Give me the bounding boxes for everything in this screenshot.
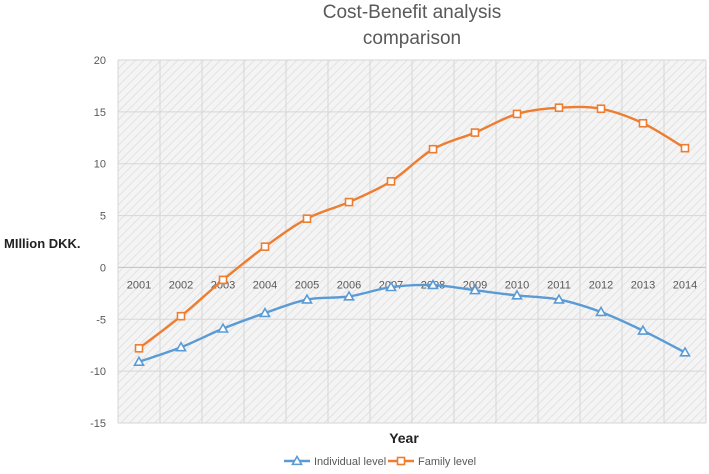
- data-point: [595, 305, 607, 317]
- y-tick-label: 0: [100, 262, 106, 274]
- x-tick-label: 2012: [589, 279, 613, 291]
- x-tick-label: 2001: [127, 279, 151, 291]
- data-point: [259, 306, 271, 318]
- y-tick-label: -15: [90, 418, 106, 430]
- data-point: [511, 289, 523, 300]
- series-line: [138, 283, 686, 363]
- y-tick-label: 10: [94, 159, 106, 171]
- data-point: [427, 278, 439, 290]
- data-point: [291, 454, 303, 466]
- x-tick-label: 2006: [337, 279, 361, 291]
- y-tick-label: 15: [94, 107, 106, 119]
- legend-label: Family level: [418, 456, 476, 468]
- series-family-level: [134, 103, 690, 353]
- data-point: [512, 109, 522, 119]
- data-point: [302, 214, 312, 223]
- data-point: [217, 322, 229, 333]
- data-point: [386, 177, 396, 186]
- data-point: [469, 284, 481, 295]
- x-tick-label: 2005: [295, 279, 319, 291]
- x-tick-label: 2003: [211, 279, 235, 291]
- data-point: [176, 311, 186, 321]
- data-point: [344, 197, 354, 207]
- series-individual-level: [133, 278, 691, 366]
- y-axis-ticks: 20 15 10 5 0 -5 -10 -15: [90, 55, 106, 430]
- data-point: [638, 118, 648, 128]
- data-point: [396, 456, 406, 466]
- x-tick-label: 2004: [253, 279, 277, 291]
- x-tick-label: 2002: [169, 279, 193, 291]
- data-point: [260, 242, 270, 251]
- x-tick-label: 2014: [673, 279, 697, 291]
- legend: Individual level Family level: [284, 454, 476, 468]
- data-point: [680, 143, 690, 153]
- data-point: [596, 104, 606, 114]
- gridlines: [117, 59, 707, 424]
- legend-label: Individual level: [314, 456, 386, 468]
- chart-title-line-1: Cost-Benefit analysis: [323, 2, 501, 23]
- data-point: [637, 324, 649, 335]
- series-layer: [133, 103, 691, 366]
- data-point: [679, 346, 691, 357]
- data-point: [553, 293, 565, 304]
- y-axis-label: MIllion DKK.: [4, 236, 81, 251]
- data-point: [428, 144, 438, 154]
- data-point: [470, 128, 480, 137]
- x-tick-label: 2013: [631, 279, 655, 291]
- data-point: [134, 344, 144, 353]
- data-point: [343, 290, 355, 301]
- y-tick-label: -10: [90, 366, 106, 378]
- y-tick-label: -5: [96, 314, 106, 326]
- chart-title-line-2: comparison: [363, 28, 461, 49]
- x-tick-label: 2011: [547, 279, 571, 291]
- x-tick-label: 2010: [505, 279, 529, 291]
- y-tick-label: 5: [100, 211, 106, 223]
- legend-item: Individual level: [284, 454, 386, 468]
- data-point: [554, 103, 564, 113]
- data-point: [133, 355, 145, 366]
- data-point: [301, 293, 313, 304]
- data-point: [175, 341, 187, 352]
- x-axis-label: Year: [389, 430, 419, 446]
- legend-item: Family level: [388, 456, 476, 468]
- y-tick-label: 20: [94, 55, 106, 67]
- data-point: [218, 275, 228, 285]
- data-point: [385, 281, 397, 292]
